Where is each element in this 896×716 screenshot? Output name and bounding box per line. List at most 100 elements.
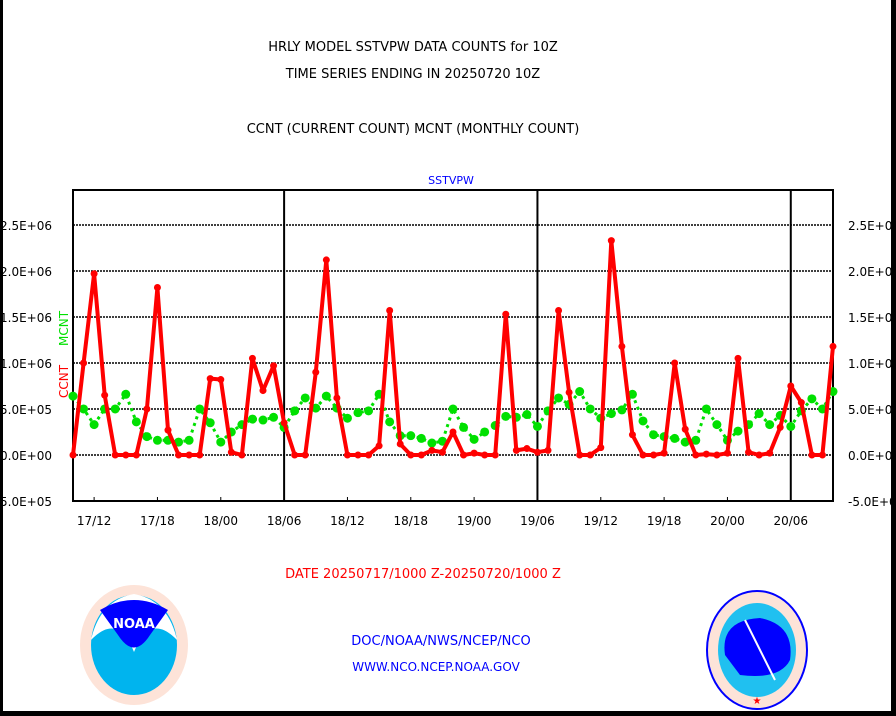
- ccnt-point: [808, 451, 816, 459]
- mcnt-point: [290, 406, 300, 416]
- ccnt-point: [164, 426, 172, 434]
- mcnt-point: [195, 404, 205, 414]
- ccnt-point: [407, 451, 415, 459]
- ccnt-point: [280, 419, 288, 427]
- org-label: DOC/NOAA/NWS/NCEP/NCO: [351, 634, 530, 649]
- mcnt-point: [258, 415, 268, 425]
- mcnt-point: [342, 413, 352, 423]
- ccnt-point: [143, 405, 151, 413]
- ccnt-point: [449, 428, 457, 436]
- ccnt-point: [618, 342, 626, 350]
- ccnt-point: [153, 284, 161, 292]
- ccnt-point: [576, 451, 584, 459]
- mcnt-point: [469, 434, 479, 444]
- mcnt-point: [649, 430, 659, 440]
- ytick-label-right: 2.0E+06: [848, 265, 896, 279]
- mcnt-point: [311, 403, 321, 413]
- ccnt-point: [723, 449, 731, 457]
- ccnt-point: [270, 362, 278, 370]
- ytick-label-right: 0.0E+00: [848, 449, 896, 463]
- ytick-label-left: 1.5E+06: [0, 311, 52, 325]
- mcnt-point: [152, 435, 162, 445]
- chart-subtitle: TIME SERIES ENDING IN 20250720 10Z: [285, 67, 541, 82]
- mcnt-point: [554, 393, 564, 403]
- mcnt-point: [416, 433, 426, 443]
- mcnt-point: [205, 418, 215, 428]
- ccnt-point: [312, 368, 320, 376]
- ccnt-point: [565, 388, 573, 396]
- ccnt-point: [396, 440, 404, 448]
- series-ccnt: [69, 237, 837, 459]
- ccnt-point: [671, 359, 679, 367]
- mcnt-point: [427, 438, 437, 448]
- plot-title: SSTVPW: [428, 174, 474, 187]
- ccnt-point: [375, 442, 383, 450]
- ccnt-point: [470, 449, 478, 457]
- xtick-label: 20/06: [773, 514, 808, 528]
- ytick-label-left: 2.5E+06: [0, 219, 52, 233]
- ccnt-point: [745, 448, 753, 456]
- ccnt-point: [101, 391, 109, 399]
- ytick-label-right: 1.5E+06: [848, 311, 896, 325]
- svg-text:★: ★: [753, 696, 762, 707]
- ytick-label-right: 2.5E+06: [848, 219, 896, 233]
- ccnt-point: [597, 444, 605, 452]
- mcnt-point: [606, 409, 616, 419]
- ytick-label-right: 1.0E+06: [848, 357, 896, 371]
- ccnt-point: [322, 256, 330, 264]
- mcnt-point: [532, 421, 542, 431]
- ccnt-point: [702, 450, 710, 458]
- ccnt-point: [428, 446, 436, 454]
- ccnt-point: [111, 451, 119, 459]
- ytick-label-right: 5.0E+05: [848, 403, 896, 417]
- ccnt-point: [354, 451, 362, 459]
- mcnt-point: [522, 410, 532, 420]
- ccnt-point: [343, 451, 351, 459]
- mcnt-point: [617, 405, 627, 415]
- xtick-label: 19/06: [520, 514, 555, 528]
- ccnt-point: [365, 451, 373, 459]
- mcnt-point: [269, 412, 279, 422]
- date-range-label: DATE 20250717/1000 Z-20250720/1000 Z: [285, 567, 561, 582]
- mcnt-point: [691, 435, 701, 445]
- mcnt-point: [733, 426, 743, 436]
- xtick-label: 18/12: [330, 514, 365, 528]
- mcnt-point: [79, 404, 89, 414]
- mcnt-point: [638, 416, 648, 426]
- ytick-label-left: 2.0E+06: [0, 265, 52, 279]
- ccnt-point: [766, 449, 774, 457]
- mcnt-point: [807, 394, 817, 404]
- ccnt-point: [259, 387, 267, 395]
- ccnt-point: [586, 451, 594, 459]
- series-mcnt: [68, 387, 838, 448]
- ccnt-point: [755, 451, 763, 459]
- mcnt-point: [459, 422, 469, 432]
- ccnt-point: [238, 451, 246, 459]
- mcnt-point: [765, 420, 775, 430]
- ccnt-point: [386, 307, 394, 315]
- nws-logo: ★: [706, 590, 808, 710]
- xtick-label: 17/18: [140, 514, 175, 528]
- ccnt-point: [438, 448, 446, 456]
- ccnt-point: [639, 451, 647, 459]
- svg-text:NOAA: NOAA: [113, 617, 155, 632]
- ccnt-point: [175, 451, 183, 459]
- mcnt-point: [174, 437, 184, 447]
- ccnt-point: [818, 451, 826, 459]
- ccnt-point: [692, 451, 700, 459]
- series-description: CCNT (CURRENT COUNT) MCNT (MONTHLY COUNT…: [247, 122, 580, 137]
- xtick-label: 19/00: [457, 514, 492, 528]
- xtick-label: 18/06: [267, 514, 302, 528]
- ccnt-point: [481, 451, 489, 459]
- ccnt-point: [196, 451, 204, 459]
- mcnt-point: [353, 408, 363, 418]
- ccnt-point: [734, 354, 742, 362]
- website-link[interactable]: WWW.NCO.NCEP.NOAA.GOV: [352, 660, 520, 674]
- ccnt-point: [69, 451, 77, 459]
- ccnt-point: [502, 310, 510, 318]
- mcnt-point: [701, 404, 711, 414]
- ccnt-point: [628, 431, 636, 439]
- ccnt-point: [90, 270, 98, 278]
- mcnt-point: [131, 417, 141, 427]
